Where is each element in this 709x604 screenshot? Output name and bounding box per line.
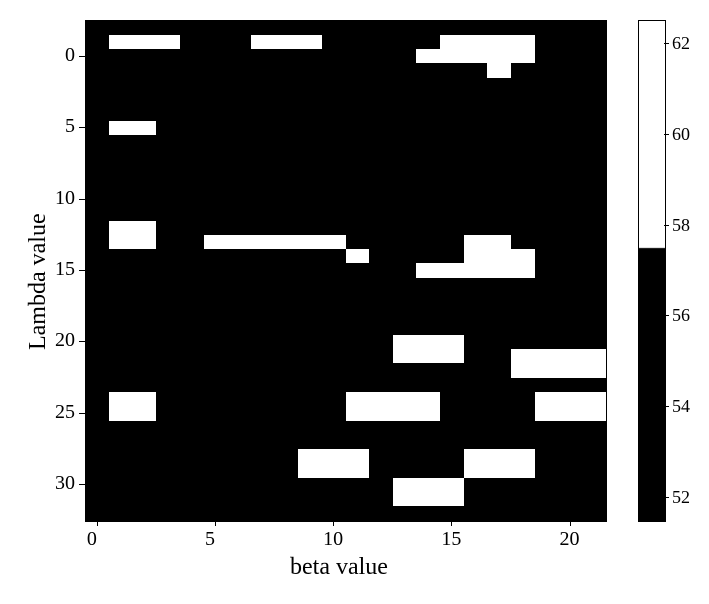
x-tick-label: 10 xyxy=(323,528,343,551)
y-tick-label: 10 xyxy=(55,187,75,210)
y-tick-label: 30 xyxy=(55,472,75,495)
y-tick-label: 5 xyxy=(65,115,75,138)
colorbar-tick-label: 58 xyxy=(672,215,690,236)
y-tick-label: 20 xyxy=(55,329,75,352)
x-tick-label: 5 xyxy=(205,528,215,551)
x-tick-label: 20 xyxy=(560,528,580,551)
figure: Lambda value beta value 0 5 10 15 20 0 5 10 15 2… xyxy=(0,0,709,604)
y-tick-label: 25 xyxy=(55,401,75,424)
colorbar-tick-label: 62 xyxy=(672,33,690,54)
colorbar-tick-label: 54 xyxy=(672,396,690,417)
heatmap-canvas xyxy=(86,21,606,521)
colorbar-tick-label: 56 xyxy=(672,305,690,326)
y-tick-label: 0 xyxy=(65,44,75,67)
x-axis-title: beta value xyxy=(290,554,388,581)
y-tick-label: 15 xyxy=(55,258,75,281)
heatmap-plot-area xyxy=(85,20,607,522)
colorbar xyxy=(638,20,666,522)
y-axis-title: Lambda value xyxy=(25,213,52,350)
colorbar-tick-label: 52 xyxy=(672,487,690,508)
colorbar-canvas xyxy=(639,21,665,521)
colorbar-tick-label: 60 xyxy=(672,124,690,145)
x-tick-label: 15 xyxy=(441,528,461,551)
x-tick-label: 0 xyxy=(87,528,97,551)
